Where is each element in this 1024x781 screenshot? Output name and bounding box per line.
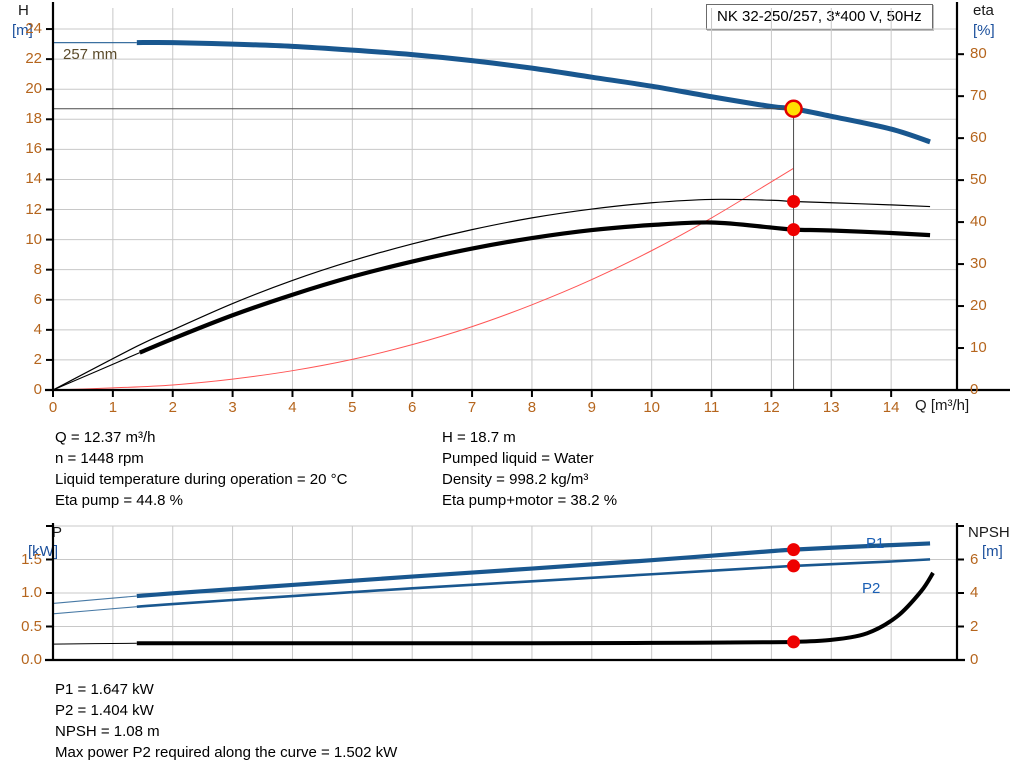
p-tick-0.5: 0.5: [21, 617, 42, 635]
p-tick-1.0: 1.0: [21, 584, 42, 601]
x-tick-6: 6: [408, 399, 417, 416]
x-tick-3: 3: [228, 399, 237, 416]
x-tick-9: 9: [587, 399, 596, 416]
x-tick-11: 11: [703, 399, 720, 416]
x-tick-4: 4: [288, 399, 297, 416]
y-left-tick-24: 24: [25, 20, 42, 38]
npsh-tick-0: 0: [970, 651, 979, 668]
power-npsh-chart: [45, 523, 965, 662]
x-tick-12: 12: [763, 399, 780, 416]
bottom-chart-y-left-title: P: [52, 524, 63, 541]
y-left-tick-22: 22: [25, 50, 42, 68]
y-right-tick-10: 10: [970, 339, 987, 357]
x-tick-1: 1: [108, 399, 118, 416]
y-right-tick-70: 70: [970, 87, 987, 105]
p-tick-0.0: 0.0: [21, 651, 42, 668]
impeller-diameter-label: 257 mm: [63, 46, 118, 63]
x-axis-title: Q [m³/h]: [915, 397, 970, 414]
operating-line-right-2: Density = 998.2 kg/m³: [442, 471, 589, 488]
duty-point-marker[interactable]: [784, 99, 803, 119]
npsh-curve: [136, 571, 935, 646]
duty-marker-eta-pump: [787, 195, 801, 209]
x-tick-2: 2: [168, 399, 177, 416]
x-tick-14: 14: [882, 399, 900, 416]
operating-line-right-3: Eta pump+motor = 38.2 %: [442, 492, 618, 509]
bottom-chart-y-right-title: NPSH: [968, 524, 1010, 541]
y-right-tick-60: 60: [970, 129, 987, 147]
operating-line-right-1: Pumped liquid = Water: [442, 450, 594, 467]
npsh-tick-4: 4: [970, 584, 979, 601]
head-curve: [136, 39, 931, 145]
top-chart-y-left-title: H: [18, 2, 29, 19]
p2-curve-label: P2: [862, 580, 881, 597]
y-left-tick-20: 20: [25, 80, 42, 98]
power-line-3: Max power P2 required along the curve = …: [55, 744, 398, 761]
eta-guide-curve-red: [52, 167, 794, 391]
operating-line-left-3: Eta pump = 44.8 %: [55, 492, 183, 509]
duty-marker-p1: [787, 543, 801, 557]
power-curve-p2: [136, 558, 931, 609]
bottom-chart-y-right-unit: [m]: [982, 543, 1003, 560]
power-line-1: P2 = 1.404 kW: [55, 702, 154, 719]
power-curve-p1-lead: [52, 595, 137, 604]
x-tick-5: 5: [348, 399, 357, 416]
power-line-2: NPSH = 1.08 m: [55, 723, 160, 740]
operating-line-left-1: n = 1448 rpm: [55, 450, 144, 467]
npsh-tick-2: 2: [970, 617, 979, 635]
y-right-tick-0: 0: [970, 381, 979, 398]
y-left-tick-10: 10: [25, 230, 42, 248]
operating-line-left-0: Q = 12.37 m³/h: [55, 429, 156, 446]
duty-marker-npsh: [787, 635, 801, 649]
power-line-0: P1 = 1.647 kW: [55, 681, 154, 698]
y-right-tick-40: 40: [970, 213, 987, 231]
y-left-tick-12: 12: [25, 200, 42, 218]
y-right-tick-20: 20: [970, 297, 987, 315]
power-curve-p1: [136, 541, 931, 599]
y-right-tick-30: 30: [970, 255, 987, 273]
y-right-tick-50: 50: [970, 171, 987, 189]
x-tick-8: 8: [527, 399, 537, 416]
x-tick-10: 10: [643, 399, 661, 416]
x-tick-0: 0: [48, 399, 58, 416]
y-left-tick-4: 4: [33, 320, 42, 338]
y-left-tick-0: 0: [33, 381, 42, 398]
y-left-tick-2: 2: [33, 350, 42, 368]
npsh-tick-6: 6: [970, 550, 979, 568]
duty-marker-p2: [787, 559, 801, 573]
power-curve-p2-lead: [52, 606, 137, 615]
efficiency-pump-motor-curve: [138, 220, 931, 355]
p1-curve-label: P1: [866, 535, 885, 552]
duty-marker-eta-pump-motor: [787, 223, 801, 237]
y-left-tick-18: 18: [25, 110, 42, 128]
efficiency-motor-curve-lead: [52, 352, 141, 391]
top-chart-y-left-unit: [m]: [12, 22, 33, 39]
y-right-tick-80: 80: [970, 45, 987, 63]
y-left-tick-8: 8: [33, 260, 42, 278]
bottom-chart-y-left-unit: [kW]: [28, 543, 58, 560]
y-left-tick-6: 6: [33, 290, 42, 308]
top-chart-y-right-unit: [%]: [973, 22, 995, 39]
operating-line-left-2: Liquid temperature during operation = 20…: [55, 471, 348, 488]
operating-line-right-0: H = 18.7 m: [442, 429, 516, 446]
x-tick-13: 13: [822, 399, 840, 416]
y-left-tick-16: 16: [25, 140, 42, 158]
y-left-tick-14: 14: [25, 170, 42, 188]
x-tick-7: 7: [467, 399, 477, 416]
head-efficiency-chart: [45, 2, 1010, 397]
npsh-curve-lead: [52, 642, 137, 645]
p-tick-1.5: 1.5: [21, 550, 42, 568]
pump-title-box: NK 32-250/257, 3*400 V, 50Hz: [706, 4, 933, 30]
top-chart-y-right-title: eta: [973, 2, 994, 19]
